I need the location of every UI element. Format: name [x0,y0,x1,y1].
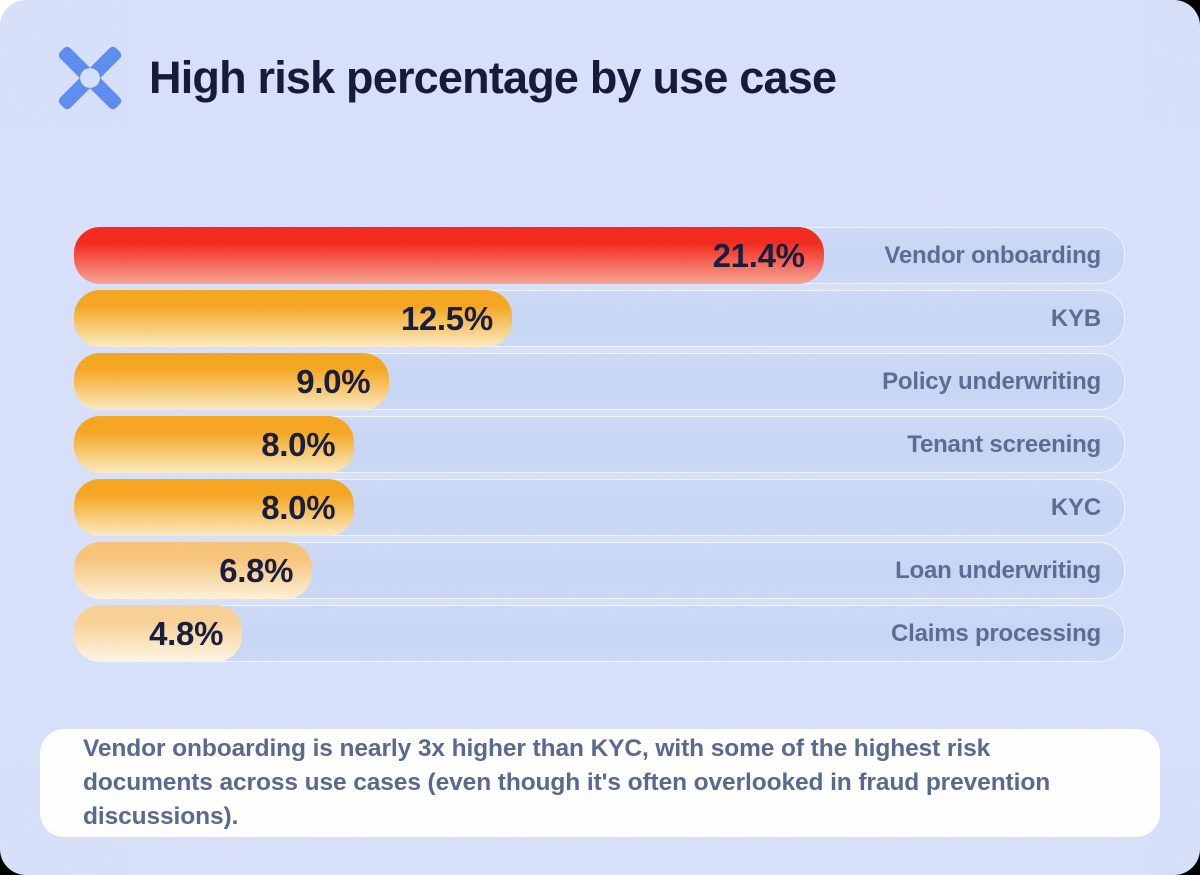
bar-category-label: KYB [1050,304,1101,332]
bar-fill: 21.4% [74,227,824,284]
bar-category-label: Tenant screening [907,430,1101,458]
bar-chart: Vendor onboarding 21.4% KYB 12.5% Policy… [74,227,1125,668]
bar-value-label: 8.0% [261,425,336,463]
bar-row: Policy underwriting 9.0% [74,353,1125,410]
bar-row: Tenant screening 8.0% [74,416,1125,473]
bar-category-label: KYC [1050,493,1101,521]
bar-row: Loan underwriting 6.8% [74,542,1125,599]
bar-row: KYC 8.0% [74,479,1125,536]
bar-category-label: Vendor onboarding [884,241,1101,269]
bar-row: KYB 12.5% [74,290,1125,347]
note-card: Vendor onboarding is nearly 3x higher th… [40,729,1160,837]
bar-fill: 9.0% [74,353,390,410]
bar-fill: 8.0% [74,479,355,536]
bar-fill: 4.8% [74,605,243,662]
bar-fill: 8.0% [74,416,355,473]
header: High risk percentage by use case [57,45,1160,111]
bar-fill: 6.8% [74,542,313,599]
bar-value-label: 21.4% [712,236,805,274]
bar-value-label: 4.8% [149,614,224,652]
x-logo-icon [58,46,122,110]
bar-value-label: 9.0% [296,362,371,400]
bar-row: Vendor onboarding 21.4% [74,227,1125,284]
page-title: High risk percentage by use case [149,52,837,103]
bar-fill: 12.5% [74,290,512,347]
bar-category-label: Policy underwriting [882,367,1101,395]
bar-value-label: 8.0% [261,488,336,526]
bar-value-label: 12.5% [400,299,493,337]
bar-value-label: 6.8% [219,551,294,589]
bar-row: Claims processing 4.8% [74,605,1125,662]
bar-category-label: Loan underwriting [895,556,1101,584]
note-text: Vendor onboarding is nearly 3x higher th… [83,735,1051,830]
bar-category-label: Claims processing [890,619,1101,647]
